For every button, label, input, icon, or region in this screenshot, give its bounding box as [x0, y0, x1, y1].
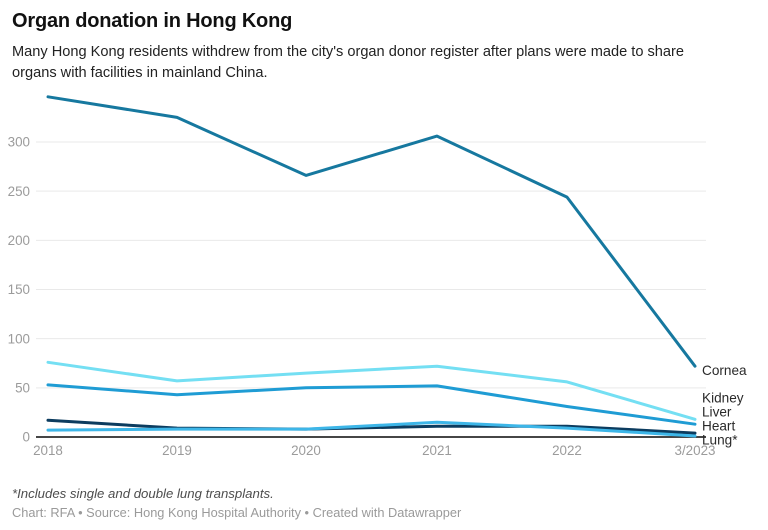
- chart-credit: Chart: RFA • Source: Hong Kong Hospital …: [12, 505, 462, 520]
- x-tick-label: 2019: [162, 443, 192, 458]
- x-tick-label: 3/2023: [675, 443, 716, 458]
- x-tick-label: 2022: [552, 443, 582, 458]
- y-tick-label: 250: [8, 184, 30, 199]
- line-chart: 0 50 100 150 200 250 300 2018 2019 2020 2021 2022 3/…: [8, 95, 747, 458]
- series-line-kidney: [46, 361, 697, 422]
- chart-title: Organ donation in Hong Kong: [12, 10, 293, 32]
- x-tick-label: 2018: [33, 443, 63, 458]
- series-line-liver: [46, 383, 697, 427]
- series-line-cornea: [46, 95, 697, 369]
- y-tick-label: 50: [15, 381, 30, 396]
- y-tick-label: 150: [8, 283, 30, 298]
- series-label-kidney: Kidney: [702, 391, 744, 406]
- series-line-heart: [46, 419, 697, 436]
- series-label-cornea: Cornea: [702, 363, 747, 378]
- y-tick-label: 300: [8, 135, 30, 150]
- y-tick-label: 0: [23, 430, 30, 445]
- y-tick-label: 100: [8, 332, 30, 347]
- chart-footnote: *Includes single and double lung transpl…: [12, 486, 274, 501]
- series-label-liver: Liver: [702, 405, 732, 420]
- series-label-lung: Lung*: [702, 433, 738, 448]
- y-tick-label: 200: [8, 233, 30, 248]
- x-tick-label: 2020: [291, 443, 321, 458]
- series-line-lung: [46, 421, 697, 438]
- series-label-heart: Heart: [702, 419, 735, 434]
- chart-description: Many Hong Kong residents withdrew from t…: [12, 44, 684, 81]
- x-tick-label: 2021: [422, 443, 452, 458]
